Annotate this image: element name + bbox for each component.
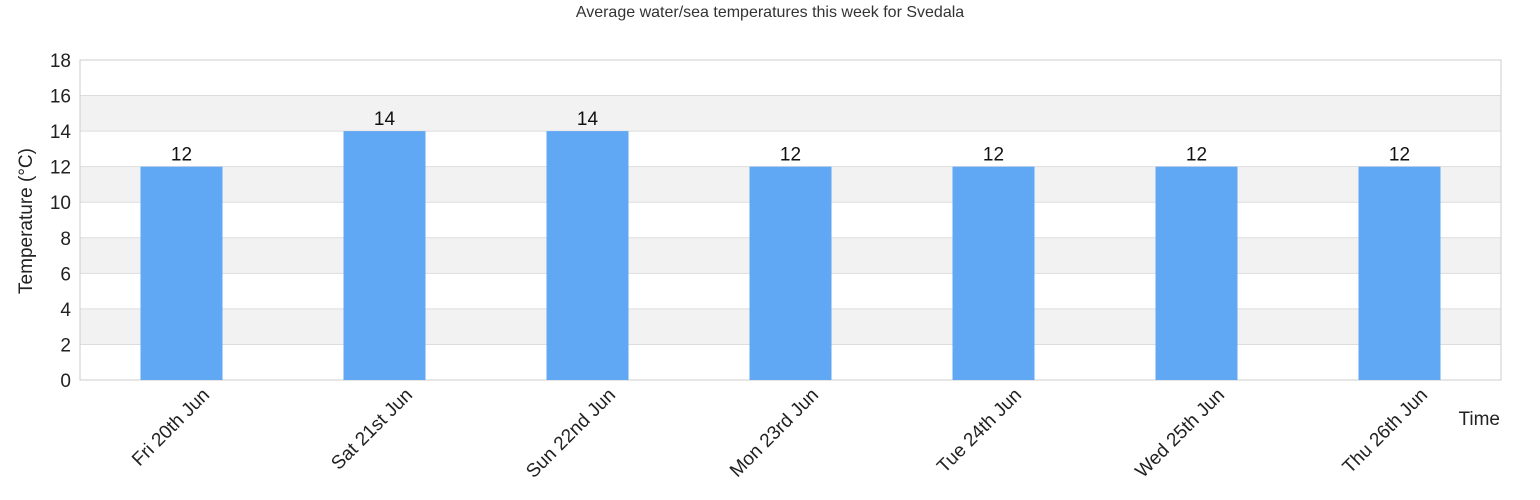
x-tick-label: Fri 20th Jun xyxy=(128,385,214,471)
x-tick-label: Tue 24th Jun xyxy=(933,385,1026,478)
y-axis-ticks: 0 2 4 6 8 10 12 14 16 18 xyxy=(50,51,72,392)
bar-value-label: 12 xyxy=(983,145,1004,166)
x-tick-label: Sat 21st Jun xyxy=(327,385,417,475)
background-band xyxy=(80,95,1501,132)
x-tick-label: Thu 26th Jun xyxy=(1339,385,1432,478)
y-tick-label: 10 xyxy=(50,193,71,214)
chart-title: Average water/sea temperatures this week… xyxy=(576,4,964,21)
data-labels: 12 14 14 12 12 12 12 xyxy=(171,109,1410,166)
bar-value-label: 14 xyxy=(577,109,599,130)
bar-value-label: 14 xyxy=(374,109,396,130)
y-tick-label: 16 xyxy=(50,87,71,108)
bar xyxy=(952,166,1035,380)
x-tick-label: Sun 22nd Jun xyxy=(522,385,620,483)
y-tick-label: 18 xyxy=(50,51,71,72)
bar xyxy=(1155,166,1238,380)
y-axis-label: Temperature (°C) xyxy=(16,148,37,294)
y-tick-label: 12 xyxy=(50,158,71,179)
bar-value-label: 12 xyxy=(780,145,801,166)
bar xyxy=(140,166,223,380)
x-axis-ticks: Fri 20th Jun Sat 21st Jun Sun 22nd Jun Mon … xyxy=(128,385,1432,483)
y-tick-label: 0 xyxy=(60,371,71,392)
bar-value-label: 12 xyxy=(171,145,192,166)
x-axis-label: Time xyxy=(1458,409,1500,430)
y-tick-label: 4 xyxy=(60,300,71,321)
bar-value-label: 12 xyxy=(1389,145,1410,166)
y-tick-label: 8 xyxy=(60,229,71,250)
bar xyxy=(749,166,832,380)
bar xyxy=(1358,166,1441,380)
bar-value-label: 12 xyxy=(1186,145,1207,166)
x-tick-label: Wed 25th Jun xyxy=(1132,385,1230,483)
bar-series xyxy=(140,131,1441,380)
y-tick-label: 6 xyxy=(60,264,71,285)
y-tick-label: 2 xyxy=(60,335,71,356)
bar xyxy=(546,131,629,380)
x-tick-label: Mon 23rd Jun xyxy=(726,385,823,482)
y-tick-label: 14 xyxy=(50,122,72,143)
bar xyxy=(343,131,426,380)
